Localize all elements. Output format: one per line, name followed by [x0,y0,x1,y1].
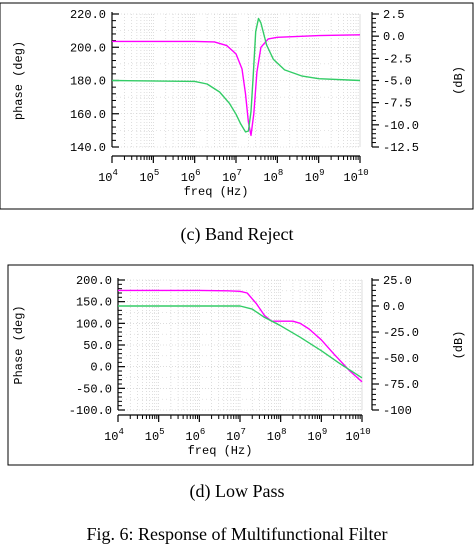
x-axis-title: freq (Hz) [188,444,253,458]
low-pass-chart: 200.0 150.0 100.0 50.0 0.0 -50.0 -100.0 25.0 0.0… [7,264,474,466]
x-axis-title: freq (Hz) [184,185,249,199]
x-tick-base: 10 [226,430,240,444]
chart-border [7,264,474,466]
y-left-tick-label: 100.0 [76,317,112,331]
x-tick-label: 108 [263,168,283,185]
x-tick-label: 107 [226,427,246,444]
x-tick-base: 10 [104,430,118,444]
y-left-tick-label: 0.0 [90,361,112,375]
y-right-tick-label: -5.0 [383,75,412,89]
x-tick-base: 10 [181,171,195,185]
x-tick-exponent: 8 [281,427,286,437]
y-left-tick-label: -100.0 [69,404,112,418]
x-tick-base: 10 [145,430,159,444]
x-tick-label: 106 [185,427,205,444]
x-tick-base: 10 [263,171,277,185]
db-line [111,17,361,133]
y-left-tick-label: 200.0 [76,274,112,288]
x-tick-base: 10 [98,171,112,185]
x-tick-exponent: 4 [119,427,124,437]
x-tick-exponent: 6 [200,427,205,437]
phase-line [112,34,361,137]
figure-caption: Fig. 6: Response of Multifunctional Filt… [86,524,388,544]
grid [117,279,363,411]
x-tick-exponent: 9 [322,427,327,437]
x-tick-base: 10 [345,430,359,444]
y-left-tick-label: 160.0 [70,108,106,122]
x-tick-label: 1010 [343,168,368,185]
band-reject-caption: (c) Band Reject [180,224,294,244]
x-tick-label: 105 [145,427,165,444]
y-right-tick-label: 25.0 [383,274,412,288]
x-tick-label: 109 [307,427,327,444]
y-right-tick-label: -50.0 [383,352,419,366]
y-right-tick-label: -25.0 [383,326,419,340]
x-tick-exponent: 8 [278,168,283,178]
y-left-tick-label: -50.0 [76,382,112,396]
x-tick-base: 10 [222,171,236,185]
x-tick-label: 105 [139,168,159,185]
y-right-tick-label: 0.0 [383,30,405,44]
y-right-tick-label: -100 [383,404,412,418]
y-right-axis-title: (dB) [452,66,466,95]
x-tick-label: 107 [222,168,242,185]
y-right-tick-label: -75.0 [383,378,419,392]
x-tick-base: 10 [139,171,153,185]
x-tick-exponent: 4 [113,168,118,178]
x-tick-exponent: 5 [159,427,164,437]
x-tick-label: 104 [104,427,124,444]
low-pass-caption: (d) Low Pass [189,481,285,501]
db-line [118,305,363,379]
y-left-tick-label: 150.0 [76,296,112,310]
y-right-tick-label: 0.0 [383,300,405,314]
x-tick-label: 104 [98,168,118,185]
y-left-tick-label: 180.0 [70,75,106,89]
y-right-tick-label: -2.5 [383,52,412,66]
y-left-tick-label: 200.0 [70,41,106,55]
x-tick-base: 10 [343,171,357,185]
y-right-tick-label: 2.5 [383,8,405,22]
x-tick-exponent: 10 [360,427,371,437]
x-tick-base: 10 [305,171,319,185]
band-reject-panel: 220.0 200.0 180.0 160.0 140.0 2.5 0.0 -2.5 -5.0 -… [0,0,474,215]
x-tick-label: 108 [267,427,287,444]
y-left-axis-title: Phase (deg) [12,305,26,384]
x-tick-label: 106 [181,168,201,185]
x-tick-exponent: 9 [319,168,324,178]
y-right-tick-label: -10.0 [383,119,419,133]
x-tick-exponent: 5 [154,168,159,178]
y-right-tick-label: -7.5 [383,97,412,111]
phase-line [118,289,363,383]
x-tick-base: 10 [267,430,281,444]
y-left-tick-label: 140.0 [70,141,106,155]
low-pass-panel: 200.0 150.0 100.0 50.0 0.0 -50.0 -100.0 25.0 0.0… [0,262,474,467]
x-tick-label: 109 [305,168,325,185]
y-left-axis-title: phase (deg) [12,41,26,120]
x-tick-exponent: 6 [195,168,200,178]
y-left-tick-label: 220.0 [70,8,106,22]
x-tick-label: 1010 [345,427,370,444]
x-tick-exponent: 10 [358,168,369,178]
x-tick-base: 10 [185,430,199,444]
x-tick-base: 10 [307,430,321,444]
x-tick-exponent: 7 [237,168,242,178]
y-right-axis-title: (dB) [452,331,466,360]
chart-border [0,2,474,210]
x-tick-exponent: 7 [241,427,246,437]
band-reject-chart: 220.0 200.0 180.0 160.0 140.0 2.5 0.0 -2.5 -5.0 -… [0,2,474,210]
y-left-tick-label: 50.0 [83,339,112,353]
y-right-tick-label: -12.5 [383,141,419,155]
